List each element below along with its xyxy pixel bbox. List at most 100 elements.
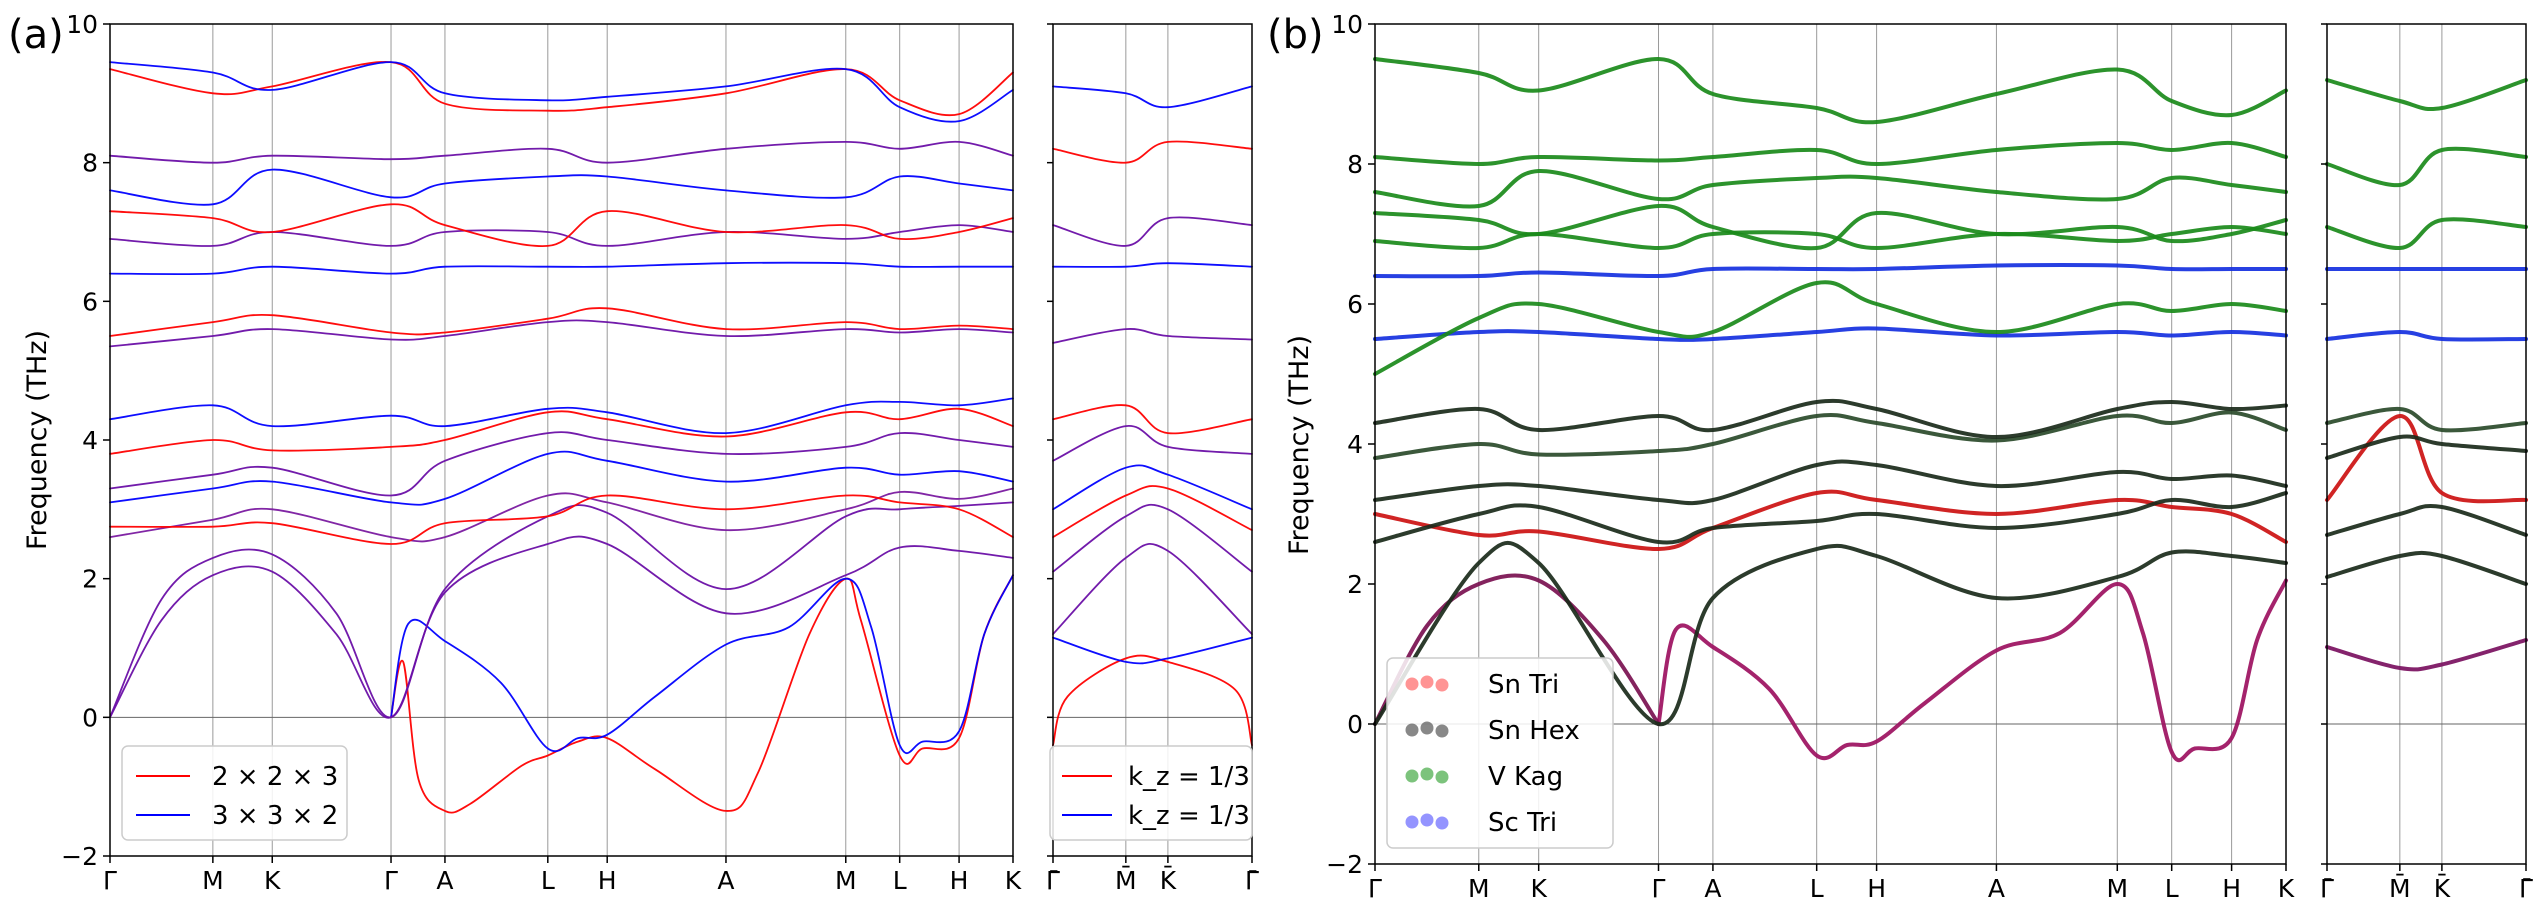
series-line-a-main-11 bbox=[109, 307, 1014, 337]
kpoint-label: M bbox=[1468, 874, 1490, 903]
legend-a-label-2: 3 × 3 × 2 bbox=[212, 801, 338, 831]
y-axis-label-a: Frequency (THz) bbox=[22, 330, 53, 550]
series-line-b-side-8 bbox=[2325, 217, 2528, 251]
legend-b: Sn Tri Sn Hex V Kag Sc Tri bbox=[1386, 657, 1614, 849]
kpoint-label: M̄ bbox=[1115, 865, 1137, 895]
series-line-a-main-7 bbox=[109, 431, 1014, 497]
kpoint-label: Γ̄ bbox=[1046, 866, 1060, 895]
series-line-a-main-2 bbox=[109, 535, 1014, 719]
y-tick-label: −2 bbox=[61, 842, 98, 871]
series-line-b-main-3 bbox=[1373, 489, 2288, 552]
series-line-b-main-4 bbox=[1373, 491, 2288, 545]
legend-b-label-3: V Kag bbox=[1488, 762, 1563, 792]
y-tick-label: 2 bbox=[82, 565, 98, 594]
kpoint-label: L bbox=[1810, 874, 1824, 903]
series-line-a-main-14 bbox=[109, 203, 1014, 247]
series-line-a-side-3 bbox=[1052, 503, 1253, 573]
kpoint-label: K bbox=[1530, 874, 1547, 903]
series-line-a-main-8 bbox=[109, 407, 1014, 455]
series-line-a-main-3 bbox=[109, 501, 1014, 719]
series-line-b-main-5 bbox=[1373, 459, 2288, 506]
kpoint-label: M bbox=[2106, 874, 2128, 903]
series-line-b-main-8 bbox=[1373, 326, 2288, 342]
series-line-b-main-13 bbox=[1373, 168, 2288, 209]
kpoint-label: Γ bbox=[103, 866, 117, 895]
legend-a-side-label-1: k_z = 1/3 bbox=[1128, 762, 1250, 792]
series-line-a-main-9 bbox=[109, 397, 1014, 435]
panel-a-label: (a) bbox=[8, 12, 64, 58]
legend-b-label-1: Sn Tri bbox=[1488, 670, 1559, 700]
legend-a: 2 × 2 × 3 3 × 3 × 2 bbox=[121, 745, 348, 841]
plot-b-main: −2 0 2 4 6 8 10 Γ M K Γ A L H A M L H K bbox=[1326, 10, 2295, 903]
series-line-b-main-7 bbox=[1373, 398, 2288, 439]
y-tick-label: 4 bbox=[1347, 430, 1363, 459]
plot-frame bbox=[2326, 23, 2527, 865]
series-line-a-side-11 bbox=[1052, 140, 1253, 164]
series-line-a-side-7 bbox=[1052, 404, 1253, 435]
kpoint-label: K bbox=[1005, 866, 1022, 895]
kpoint-label: M bbox=[202, 866, 224, 895]
kpoint-label: K̄ bbox=[1160, 865, 1177, 895]
series-line-b-side-2 bbox=[2325, 503, 2528, 537]
kpoint-label: K bbox=[264, 866, 281, 895]
series-line-a-main-6 bbox=[109, 450, 1014, 506]
y-tick-label: 8 bbox=[1347, 150, 1363, 179]
y-tick-label: 0 bbox=[1347, 710, 1363, 739]
series-line-b-main-0 bbox=[1656, 578, 2288, 762]
legend-a-side-label-2: k_z = 1/3 bbox=[1128, 801, 1250, 831]
legend-b-swatch-4 bbox=[1405, 813, 1449, 830]
legend-b-swatch-3 bbox=[1405, 767, 1449, 784]
series-line-b-main-6 bbox=[1373, 410, 2288, 460]
y-tick-label: 4 bbox=[82, 426, 98, 455]
plot-frame bbox=[109, 23, 1014, 857]
y-tick-label: −2 bbox=[1326, 850, 1363, 879]
kpoint-label: K̄ bbox=[2434, 873, 2451, 903]
series-line-a-main-18 bbox=[109, 61, 1014, 123]
kpoint-label: A bbox=[436, 866, 453, 895]
series-line-b-main-9 bbox=[1373, 263, 2288, 279]
series-line-b-main-2 bbox=[1373, 540, 2288, 727]
kpoint-label: H bbox=[950, 866, 969, 895]
kpoint-label: H bbox=[598, 866, 617, 895]
kpoint-label: H bbox=[2222, 874, 2241, 903]
y-axis-label-b: Frequency (THz) bbox=[1284, 335, 1315, 555]
series-line-a-side-2 bbox=[1052, 542, 1253, 635]
series-line-a-side-0 bbox=[1052, 654, 1253, 746]
legend-b-label-4: Sc Tri bbox=[1488, 808, 1557, 838]
series-line-b-side-6 bbox=[2325, 330, 2528, 342]
series-line-a-main-17 bbox=[109, 60, 1014, 117]
kpoint-label: Γ bbox=[1652, 874, 1666, 903]
y-tick-label: 6 bbox=[82, 287, 98, 316]
series-line-b-main-15 bbox=[1373, 56, 2288, 125]
y-tick-label: 10 bbox=[1331, 10, 1363, 39]
series-line-b-side-4 bbox=[2325, 434, 2528, 460]
series-line-a-main-12 bbox=[109, 261, 1014, 276]
series-line-b-main-12 bbox=[1373, 203, 2288, 251]
series-line-a-main-0 bbox=[390, 574, 1014, 814]
series-line-b-side-1 bbox=[2325, 550, 2528, 586]
series-line-a-side-4 bbox=[1052, 485, 1253, 538]
series-line-b-main-14 bbox=[1373, 140, 2288, 166]
legend-a-box bbox=[121, 745, 348, 841]
series-line-b-main-1 bbox=[1373, 573, 1661, 726]
kpoint-label: L bbox=[893, 866, 907, 895]
series-line-a-main-5 bbox=[109, 494, 1014, 545]
y-tick-label: 6 bbox=[1347, 290, 1363, 319]
kpoint-label: Γ bbox=[384, 866, 398, 895]
kpoint-label: A bbox=[1988, 874, 2005, 903]
y-tick-label: 8 bbox=[82, 149, 98, 178]
legend-b-label-2: Sn Hex bbox=[1488, 716, 1580, 746]
kpoint-label: M bbox=[835, 866, 857, 895]
plot-b-side: Γ̄ M̄ K̄ Γ̄ bbox=[2320, 23, 2533, 903]
series-line-a-side-8 bbox=[1052, 328, 1253, 344]
series-line-a-side-10 bbox=[1052, 216, 1253, 247]
series-line-a-side-6 bbox=[1052, 425, 1253, 462]
plot-a-main: −2 0 2 4 6 8 10 Γ M K Γ A L H A M L H K bbox=[61, 10, 1022, 895]
series-line-a-main-16 bbox=[109, 140, 1014, 164]
legend-a-side: k_z = 1/3 k_z = 1/3 bbox=[1049, 745, 1253, 841]
series-line-a-side-9 bbox=[1052, 262, 1253, 268]
series-line-a-main-10 bbox=[109, 319, 1014, 348]
kpoint-label: L bbox=[541, 866, 555, 895]
plot-a-side: Γ̄ M̄ K̄ Γ̄ bbox=[1046, 23, 1259, 895]
